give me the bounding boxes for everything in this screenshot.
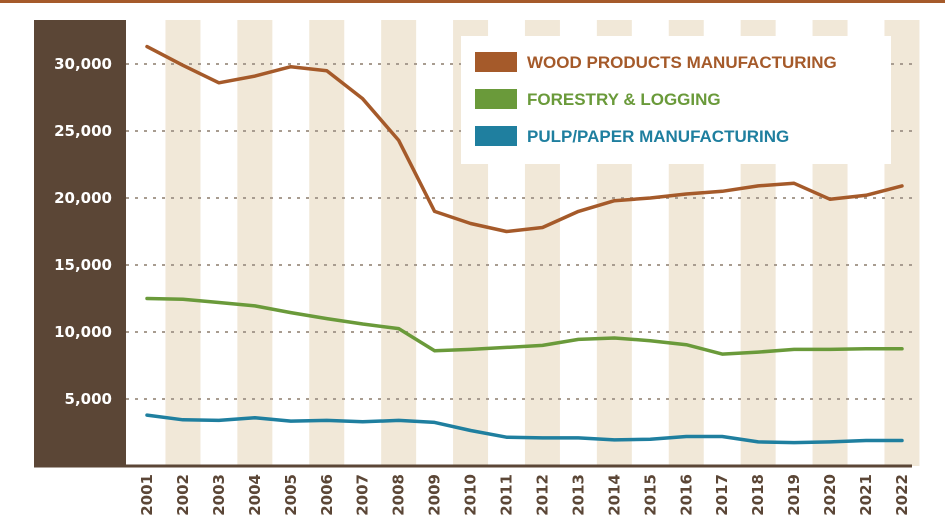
x-tick-label: 2017 — [713, 474, 731, 516]
legend-box — [461, 36, 891, 164]
x-tick-label: 2005 — [282, 474, 300, 516]
y-tick-label: 20,000 — [54, 189, 112, 207]
year-bands — [165, 20, 920, 466]
legend-swatch — [475, 52, 517, 72]
x-tick-label: 2010 — [462, 474, 480, 516]
series-line — [145, 44, 904, 234]
legend-label: PULP/PAPER MANUFACTURING — [527, 127, 789, 146]
x-tick-label: 2002 — [174, 474, 192, 516]
x-tick-label: 2006 — [318, 474, 336, 516]
x-tick-label: 2015 — [641, 474, 659, 516]
y-tick-label: 30,000 — [54, 55, 112, 73]
legend-swatch — [475, 89, 517, 109]
legend-label: FORESTRY & LOGGING — [527, 90, 721, 109]
x-tick-label: 2021 — [857, 474, 875, 516]
series-line — [145, 413, 904, 445]
series-lines — [145, 44, 904, 445]
y-tick-label: 5,000 — [65, 390, 112, 408]
y-tick-label: 25,000 — [54, 122, 112, 140]
x-tick-label: 2016 — [677, 474, 695, 516]
x-tick-label: 2001 — [138, 474, 156, 516]
series-line — [145, 296, 904, 356]
x-tick-label: 2003 — [210, 474, 228, 516]
x-tick-label: 2022 — [893, 474, 911, 516]
x-tick-label: 2014 — [605, 474, 623, 516]
y-tick-labels: 5,000 10,000 15,000 20,000 25,000 30,000 — [54, 55, 112, 408]
x-tick-label: 2008 — [390, 474, 408, 516]
year-band — [309, 20, 345, 466]
x-tick-label: 2019 — [785, 474, 803, 516]
legend-label: WOOD PRODUCTS MANUFACTURING — [527, 53, 837, 72]
x-tick-label: 2009 — [426, 474, 444, 516]
x-tick-label: 2018 — [749, 474, 767, 516]
top-border — [0, 0, 945, 3]
y-tick-label: 15,000 — [54, 256, 112, 274]
x-tick-label: 2013 — [569, 474, 587, 516]
x-tick-labels: 2001 2002 2003 2004 2005 2006 2007 2008 2009 2010… — [138, 474, 911, 516]
x-tick-label: 2011 — [498, 474, 516, 516]
y-axis-panel — [34, 20, 126, 467]
y-tick-label: 10,000 — [54, 323, 112, 341]
year-band — [237, 20, 273, 466]
x-tick-label: 2012 — [533, 474, 551, 516]
legend: WOOD PRODUCTS MANUFACTURING FORESTRY & LO… — [461, 36, 891, 164]
x-tick-label: 2007 — [354, 474, 372, 516]
x-tick-label: 2020 — [821, 474, 839, 516]
x-tick-label: 2004 — [246, 474, 264, 516]
legend-swatch — [475, 126, 517, 146]
year-band — [381, 20, 417, 466]
year-band — [165, 20, 201, 466]
